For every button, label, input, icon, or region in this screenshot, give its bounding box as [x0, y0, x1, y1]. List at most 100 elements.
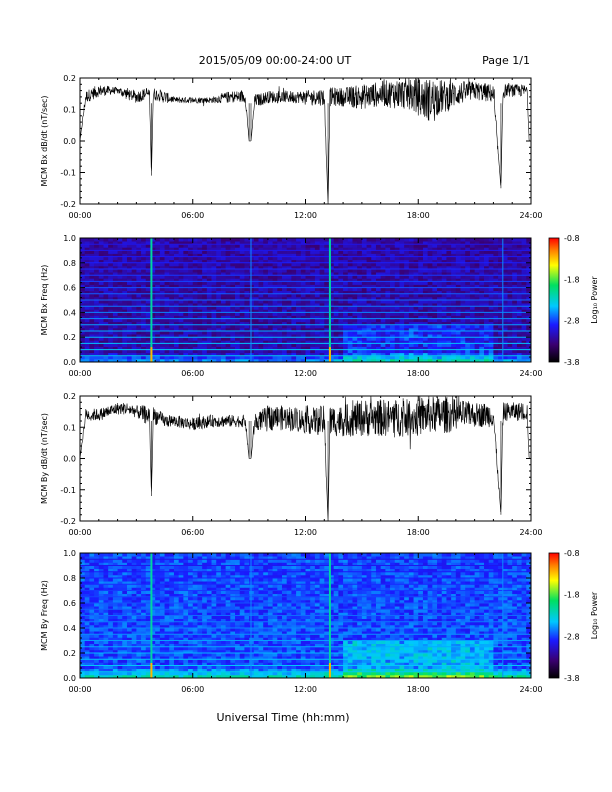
heatmap-cell	[249, 355, 255, 360]
heatmap-cell	[188, 262, 194, 267]
heatmap-cell	[178, 256, 184, 261]
heatmap-cell	[84, 247, 90, 251]
heatmap-cell	[155, 303, 161, 307]
heatmap-cell	[451, 309, 457, 313]
heatmap-cell	[98, 628, 104, 632]
heatmap-cell	[427, 306, 433, 310]
heatmap-cell	[126, 556, 133, 560]
heatmap-cell	[291, 244, 297, 248]
heatmap-cell	[343, 272, 349, 276]
heatmap-cell	[94, 599, 100, 604]
heatmap-cell	[216, 340, 222, 344]
y-axis-title: MCM By dB/dt (nT/sec)	[40, 413, 49, 504]
heatmap-cell	[526, 355, 532, 360]
heatmap-cell	[98, 296, 104, 301]
heatmap-cell	[98, 559, 104, 563]
heatmap-cell	[286, 349, 292, 354]
heatmap-cell	[178, 296, 184, 301]
heatmap-cell	[84, 244, 90, 248]
heatmap-cell	[479, 303, 485, 307]
heatmap-cell	[263, 315, 269, 319]
heatmap-cell	[225, 247, 231, 251]
heatmap-cell	[136, 624, 142, 629]
heatmap-cell	[432, 296, 438, 301]
heatmap-cell	[526, 349, 532, 354]
heatmap-cell	[155, 596, 161, 601]
heatmap-cell	[155, 618, 161, 623]
heatmap-cell	[159, 241, 165, 245]
heatmap-cell	[94, 315, 100, 319]
heatmap-cell	[366, 352, 372, 357]
heatmap-cell	[244, 300, 250, 304]
heatmap-cell	[507, 259, 513, 264]
heatmap-cell	[188, 324, 194, 329]
heatmap-cell	[188, 303, 194, 307]
heatmap-cell	[333, 284, 339, 288]
heatmap-cell	[188, 334, 194, 338]
heatmap-cell	[521, 296, 527, 301]
heatmap-cell	[516, 303, 523, 307]
heatmap-cell	[169, 662, 175, 666]
heatmap-cell	[484, 315, 490, 319]
heatmap-cell	[117, 269, 123, 273]
heatmap-cell	[314, 275, 320, 279]
heatmap-cell	[427, 256, 433, 261]
heatmap-cell	[192, 293, 198, 298]
heatmap-cell	[390, 315, 396, 319]
heatmap-cell	[126, 250, 133, 254]
heatmap-cell	[451, 327, 457, 332]
heatmap-cell	[145, 321, 151, 326]
heatmap-cell	[192, 312, 198, 316]
heatmap-cell	[324, 355, 330, 360]
heatmap-cell	[338, 241, 344, 245]
heatmap-cell	[347, 346, 353, 350]
heatmap-cell	[422, 303, 429, 307]
heatmap-cell	[80, 581, 86, 585]
heatmap-cell	[98, 603, 104, 607]
heatmap-cell	[469, 256, 476, 261]
heatmap-cell	[521, 259, 527, 264]
heatmap-cell	[441, 349, 447, 354]
heatmap-cell	[150, 571, 156, 576]
heatmap-cell	[413, 250, 419, 254]
heatmap-cell	[328, 272, 335, 276]
heatmap-cell	[145, 275, 151, 279]
heatmap-cell	[263, 352, 269, 357]
heatmap-cell	[380, 278, 386, 282]
heatmap-cell	[498, 241, 504, 245]
heatmap-cell	[493, 284, 499, 288]
heatmap-cell	[164, 340, 170, 344]
heatmap-cell	[465, 324, 471, 329]
heatmap-cell	[126, 247, 133, 251]
heatmap-cell	[404, 318, 410, 323]
heatmap-cell	[380, 250, 386, 254]
heatmap-cell	[117, 324, 123, 329]
heatmap-cell	[235, 352, 241, 357]
y-axis-title: MCM Bx dB/dt (nT/sec)	[40, 95, 49, 186]
heatmap-cell	[427, 352, 433, 357]
heatmap-cell	[521, 343, 527, 347]
heatmap-cell	[385, 346, 391, 350]
heatmap-cell	[469, 269, 476, 273]
heatmap-cell	[216, 300, 222, 304]
heatmap-cell	[126, 253, 133, 257]
heatmap-cell	[159, 574, 165, 579]
heatmap-cell	[333, 259, 339, 264]
heatmap-cell	[413, 293, 419, 298]
heatmap-cell	[122, 559, 128, 563]
heatmap-cell	[521, 284, 527, 288]
heatmap-cell	[310, 309, 316, 313]
heatmap-cell	[333, 340, 339, 344]
heatmap-cell	[98, 590, 104, 595]
heatmap-cell	[122, 584, 128, 588]
heatmap-cell	[488, 238, 494, 242]
heatmap-cell	[418, 281, 424, 285]
heatmap-cell	[465, 253, 471, 257]
heatmap-cell	[460, 334, 466, 338]
heatmap-cell	[159, 343, 165, 347]
heatmap-cell	[437, 343, 443, 347]
heatmap-cell	[324, 300, 330, 304]
heatmap-cell	[460, 337, 466, 341]
heatmap-cell	[183, 265, 189, 270]
heatmap-cell	[371, 321, 377, 326]
